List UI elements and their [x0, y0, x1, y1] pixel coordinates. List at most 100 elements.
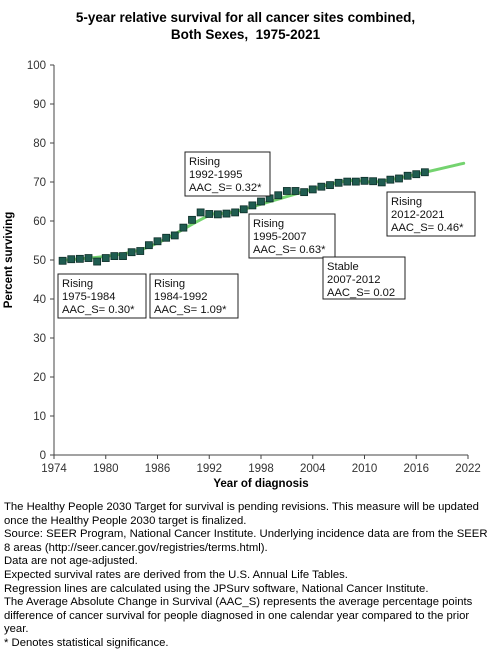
annotation-text: AAC_S= 0.46* — [391, 222, 464, 234]
annotation-text: 2007-2012 — [327, 274, 381, 286]
x-axis: 1974 1980 1986 1992 1998 2004 2010 2016 2022 — [41, 454, 481, 475]
data-point — [308, 185, 317, 194]
footnote-expected: Expected survival rates are derived from… — [4, 568, 348, 581]
x-tick-label: 2004 — [300, 463, 326, 475]
data-point — [127, 248, 136, 257]
x-tick-label: 1974 — [41, 463, 67, 475]
data-point — [300, 188, 309, 197]
data-point — [170, 231, 179, 240]
annotation-frame — [184, 151, 271, 197]
data-point — [162, 233, 171, 242]
data-point — [144, 241, 153, 250]
y-tick-label: 80 — [33, 138, 46, 150]
footnote-target: The Healthy People 2030 Target for survi… — [4, 501, 479, 527]
annotation-text: 1995-2007 — [253, 231, 307, 243]
data-points — [58, 168, 429, 266]
chart-title-line-1: 5-year relative survival for all cancer … — [75, 10, 416, 25]
y-tick-label: 20 — [33, 372, 46, 384]
chart-title: 5-year relative survival for all cancer … — [0, 9, 491, 43]
data-point — [110, 252, 119, 261]
data-point — [351, 177, 360, 186]
x-tick-label: 2022 — [455, 463, 481, 475]
annotation-text: 1984-1992 — [154, 291, 208, 303]
data-point — [291, 187, 300, 195]
data-point — [282, 187, 291, 195]
data-point — [101, 254, 110, 262]
annotation-text: AAC_S= 0.32* — [189, 182, 262, 194]
annotation-frame — [322, 256, 406, 300]
data-point — [196, 208, 205, 217]
annotation-text: 1992-1995 — [189, 169, 243, 181]
annotation-text: 1975-1984 — [62, 291, 116, 303]
y-tick-label: 40 — [33, 294, 46, 306]
y-tick-label: 50 — [33, 255, 46, 267]
data-point — [67, 255, 76, 264]
data-point — [248, 201, 257, 210]
x-tick-label: 2016 — [403, 463, 429, 475]
y-tick-label: 60 — [33, 216, 46, 228]
footnote-age-adjust: Data are not age-adjusted. — [4, 555, 138, 568]
data-point — [317, 182, 326, 191]
annotation-text: Rising — [391, 196, 422, 208]
footnote-regression: Regression lines are calculated using th… — [4, 582, 429, 595]
annotation-frame — [386, 191, 476, 237]
data-point — [360, 176, 369, 185]
annotation-text: Rising — [253, 218, 284, 230]
data-point — [213, 210, 222, 219]
x-tick-label: 1980 — [93, 463, 119, 475]
data-point — [93, 257, 102, 266]
data-point — [119, 252, 127, 261]
annotation-frame — [57, 273, 147, 319]
data-point — [403, 171, 412, 180]
data-point — [377, 178, 386, 187]
y-axis: 0 10 20 30 40 50 60 70 80 90 100 — [27, 60, 55, 462]
data-point — [84, 254, 93, 262]
x-tick-label: 1986 — [145, 463, 171, 475]
annotation-frame — [149, 273, 239, 319]
annotation-text: Rising — [154, 278, 185, 290]
annotation-text: Rising — [189, 156, 220, 168]
data-point — [386, 175, 395, 184]
x-tick-label: 1998 — [248, 463, 274, 475]
data-point — [188, 215, 196, 224]
data-point — [75, 254, 84, 263]
data-point — [334, 178, 343, 187]
chart-title-line-2: Both Sexes, 1975-2021 — [170, 27, 321, 42]
y-tick-label: 70 — [33, 177, 46, 189]
y-tick-label: 90 — [33, 99, 46, 111]
footnote-significance: * Denotes statistical significance. — [4, 636, 169, 649]
data-point — [205, 210, 214, 218]
annotation-text: Rising — [62, 278, 93, 290]
annotation-text: Stable — [327, 261, 359, 273]
footnotes: The Healthy People 2030 Target for survi… — [4, 501, 488, 651]
data-point — [58, 256, 67, 265]
data-point — [222, 209, 231, 218]
footnote-aacs: The Average Absolute Change in Survival … — [4, 596, 473, 636]
data-point — [231, 208, 240, 217]
data-point — [412, 170, 421, 179]
annotation-text: AAC_S= 0.30* — [62, 304, 135, 316]
data-point — [257, 197, 265, 206]
data-point — [239, 205, 248, 214]
y-axis-label: Percent surviving — [3, 212, 15, 309]
data-point — [274, 191, 283, 200]
x-axis-label: Year of diagnosis — [213, 478, 308, 490]
data-point — [136, 247, 145, 255]
x-tick-label: 2010 — [352, 463, 378, 475]
data-point — [369, 177, 378, 186]
annotation-text: AAC_S= 1.09* — [154, 304, 227, 316]
data-point — [395, 174, 403, 183]
y-tick-label: 0 — [40, 450, 46, 462]
data-point — [179, 223, 188, 232]
y-tick-label: 30 — [33, 333, 46, 345]
annotation-frame — [248, 213, 336, 259]
annotation-text: 2012-2021 — [391, 209, 445, 221]
y-tick-label: 100 — [27, 60, 46, 72]
